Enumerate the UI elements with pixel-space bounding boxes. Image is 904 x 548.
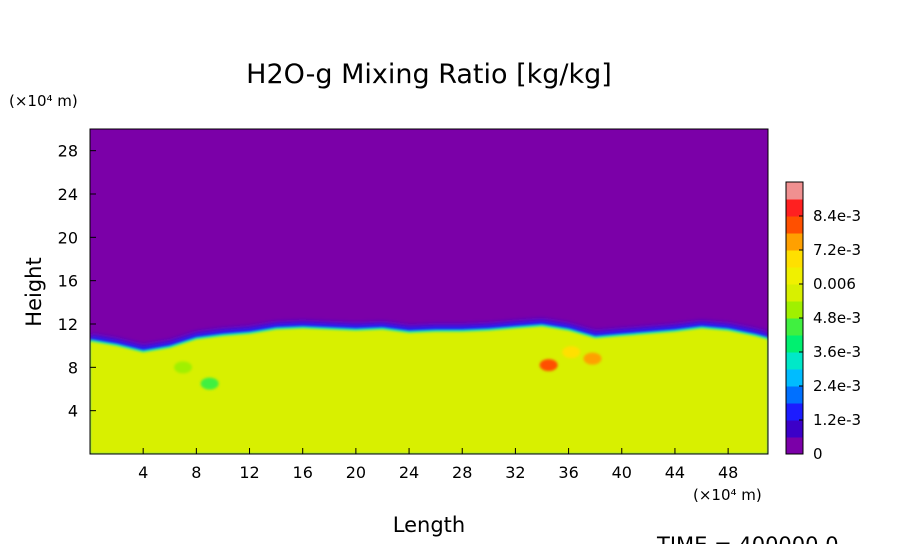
colorbar-tick-label: 1.2e-3 <box>813 411 861 429</box>
field-feature-3 <box>583 352 602 365</box>
x-tick-label: 4 <box>138 463 148 482</box>
y-tick-label: 12 <box>58 315 78 334</box>
colorbar-swatch <box>786 250 803 268</box>
x-tick-label: 12 <box>239 463 259 482</box>
y-axis-unit: (×10⁴ m) <box>9 92 78 110</box>
y-tick-label: 16 <box>58 272 78 291</box>
x-tick-label: 20 <box>346 463 366 482</box>
time-label: TIME = 400000.0 <box>656 533 839 544</box>
colorbar-tick-label: 0.006 <box>813 275 856 293</box>
colorbar-swatch <box>786 403 803 421</box>
field-feature-1 <box>174 361 193 374</box>
colorbar-swatch <box>786 420 803 438</box>
x-tick-label: 44 <box>665 463 685 482</box>
x-axis-unit: (×10⁴ m) <box>693 486 762 504</box>
lower-region <box>90 326 768 454</box>
colorbar-swatch <box>786 369 803 387</box>
colorbar: 0 1.2e-3 2.4e-3 3.6e-3 4.8e-3 0.006 7.2e-3 8.4e… <box>785 181 861 463</box>
colorbar-swatch <box>786 301 803 319</box>
colorbar-tick-label: 0 <box>813 445 823 463</box>
x-tick-label: 16 <box>293 463 313 482</box>
colorbar-swatch <box>786 233 803 251</box>
colorbar-swatch <box>786 182 803 200</box>
x-axis-label: Length <box>393 513 465 537</box>
colorbar-tick-label: 4.8e-3 <box>813 309 861 327</box>
x-axis: 4 8 12 16 20 24 28 32 36 40 44 48 <box>138 448 738 482</box>
x-tick-label: 40 <box>612 463 632 482</box>
colorbar-swatch <box>786 352 803 370</box>
y-tick-label: 20 <box>58 228 78 247</box>
x-tick-label: 48 <box>718 463 738 482</box>
y-tick-label: 28 <box>58 142 78 161</box>
colorbar-swatch <box>786 437 803 455</box>
plot-frame <box>89 128 769 455</box>
colorbar-swatch <box>786 318 803 336</box>
x-tick-label: 8 <box>191 463 201 482</box>
y-tick-label: 4 <box>68 402 78 421</box>
field-feature-0 <box>200 377 219 390</box>
x-tick-label: 32 <box>505 463 525 482</box>
colorbar-swatch <box>786 216 803 234</box>
colorbar-tick-label: 2.4e-3 <box>813 377 861 395</box>
y-axis: 4 8 12 16 20 24 28 <box>58 142 96 421</box>
heatmap-field <box>90 129 768 454</box>
y-tick-label: 24 <box>58 185 78 204</box>
x-tick-label: 24 <box>399 463 419 482</box>
colorbar-swatch <box>786 284 803 302</box>
colorbar-tick-label: 7.2e-3 <box>813 241 861 259</box>
colorbar-swatch <box>786 386 803 404</box>
x-tick-label: 28 <box>452 463 472 482</box>
y-tick-label: 8 <box>68 358 78 377</box>
field-feature-2 <box>539 359 558 372</box>
colorbar-swatch <box>786 335 803 353</box>
colorbar-tick-label: 8.4e-3 <box>813 207 861 225</box>
colorbar-tick-label: 3.6e-3 <box>813 343 861 361</box>
colorbar-swatch <box>786 199 803 217</box>
field-feature-4 <box>562 346 581 359</box>
y-axis-label: Height <box>22 257 46 326</box>
chart-title: H2O-g Mixing Ratio [kg/kg] <box>246 59 612 90</box>
x-tick-label: 36 <box>558 463 578 482</box>
colorbar-swatch <box>786 267 803 285</box>
